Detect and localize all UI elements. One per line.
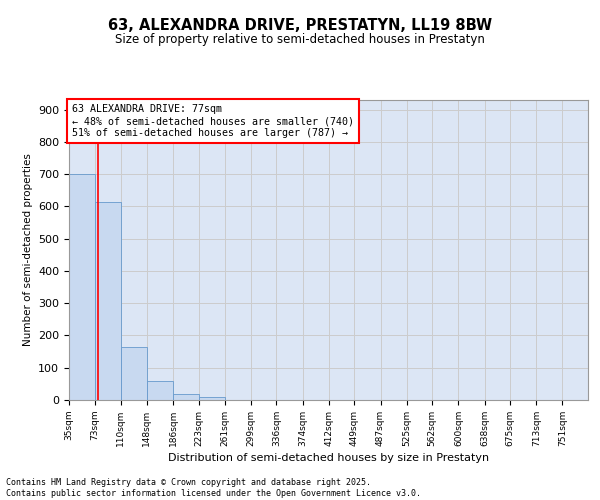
Bar bbox=[147, 380, 173, 400]
X-axis label: Distribution of semi-detached houses by size in Prestatyn: Distribution of semi-detached houses by … bbox=[168, 453, 489, 463]
Text: 63, ALEXANDRA DRIVE, PRESTATYN, LL19 8BW: 63, ALEXANDRA DRIVE, PRESTATYN, LL19 8BW bbox=[108, 18, 492, 32]
Text: Contains HM Land Registry data © Crown copyright and database right 2025.
Contai: Contains HM Land Registry data © Crown c… bbox=[6, 478, 421, 498]
Y-axis label: Number of semi-detached properties: Number of semi-detached properties bbox=[23, 154, 32, 346]
Bar bbox=[173, 394, 199, 400]
Bar bbox=[199, 398, 225, 400]
Text: 63 ALEXANDRA DRIVE: 77sqm
← 48% of semi-detached houses are smaller (740)
51% of: 63 ALEXANDRA DRIVE: 77sqm ← 48% of semi-… bbox=[71, 104, 353, 138]
Bar bbox=[95, 202, 121, 400]
Bar bbox=[69, 174, 95, 400]
Bar bbox=[121, 347, 147, 400]
Text: Size of property relative to semi-detached houses in Prestatyn: Size of property relative to semi-detach… bbox=[115, 32, 485, 46]
